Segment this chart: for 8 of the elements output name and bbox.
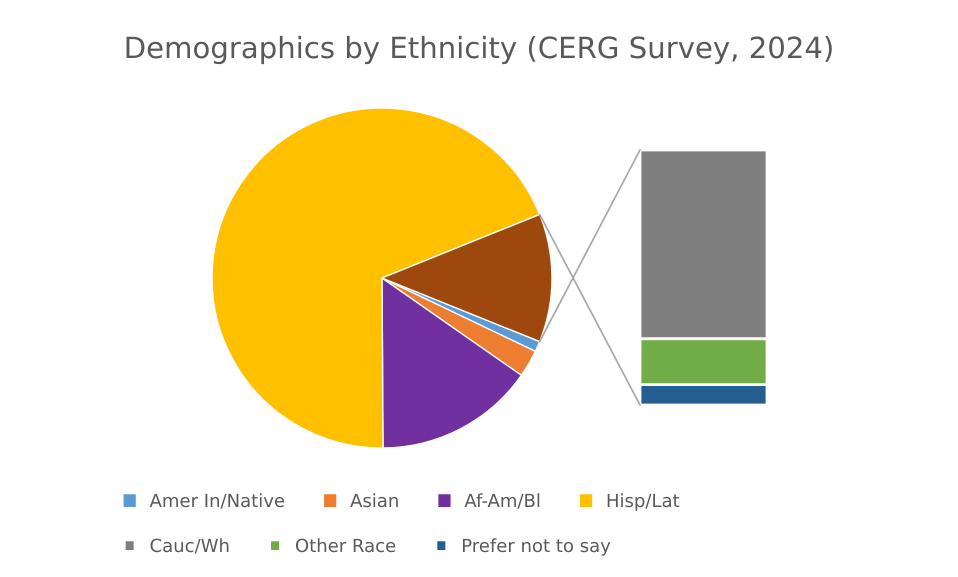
legend-label: Other Race: [296, 538, 396, 552]
legend-label: Cauc/Wh: [150, 538, 228, 554]
legend-label: Prefer not to say: [462, 538, 610, 556]
legend-label: Amer In/Native: [150, 493, 284, 509]
legend-label: Af-Am/Bl: [464, 493, 540, 509]
legend-label: Hisp/Lat: [608, 493, 680, 511]
chart-title: Demographics by Ethnicity (CERG Survey, 2024): [126, 36, 832, 64]
legend-label: Asian: [350, 493, 398, 508]
